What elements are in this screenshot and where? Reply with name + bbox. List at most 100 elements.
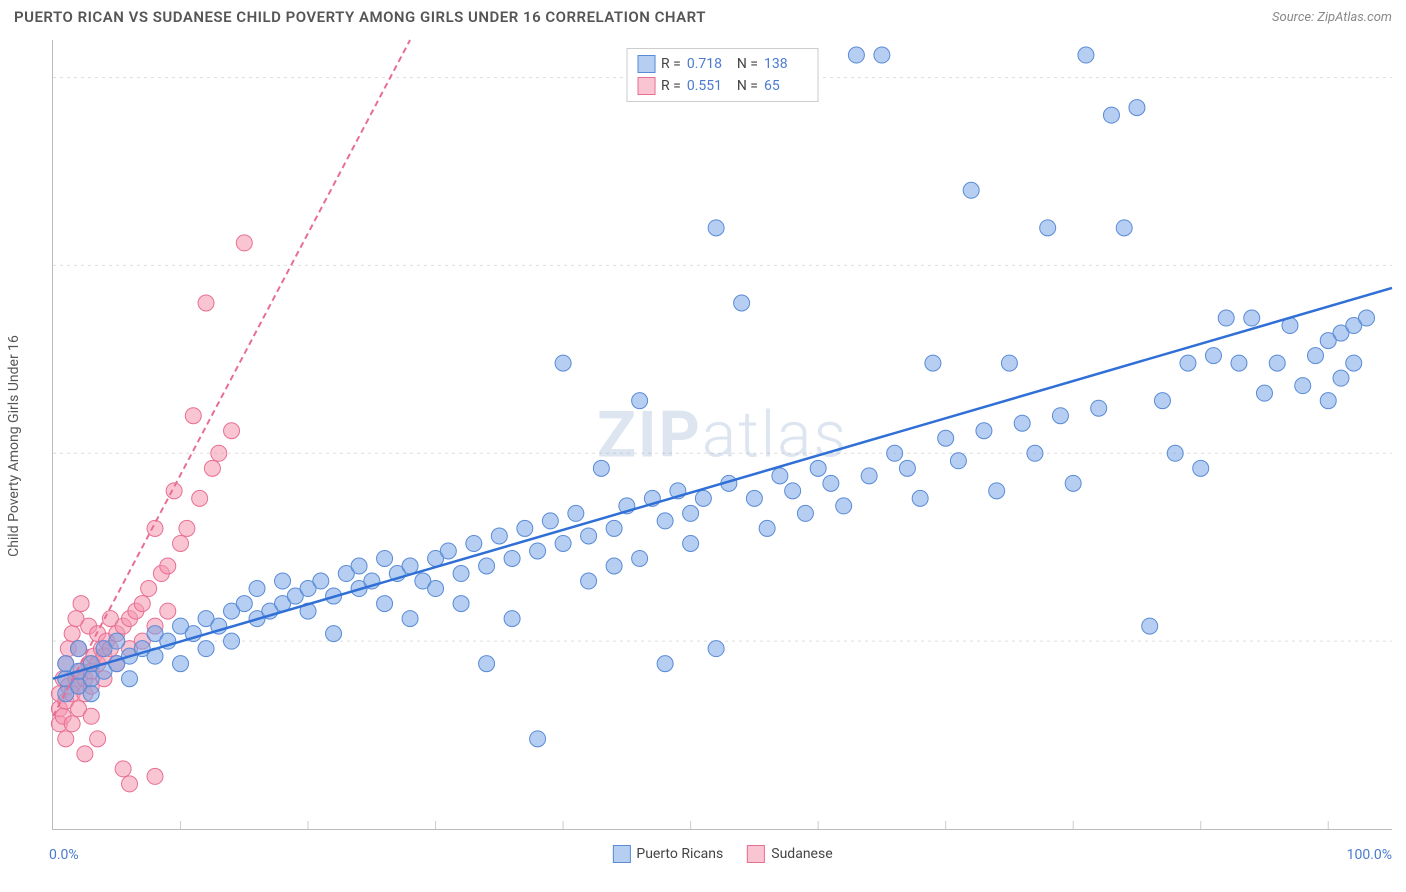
- scatter-point-blue: [1091, 400, 1107, 416]
- stat-n-pink: 65: [764, 78, 808, 94]
- scatter-point-blue: [899, 460, 915, 476]
- scatter-point-blue: [759, 520, 775, 536]
- scatter-point-blue: [109, 633, 125, 649]
- scatter-point-blue: [377, 596, 393, 612]
- scatter-point-blue: [236, 596, 252, 612]
- scatter-point-pink: [160, 603, 176, 619]
- swatch-blue: [637, 55, 655, 73]
- scatter-point-blue: [1103, 107, 1119, 123]
- legend-item-pink: Sudanese: [747, 845, 832, 863]
- scatter-point-blue: [785, 483, 801, 499]
- scatter-point-blue: [440, 543, 456, 559]
- legend-bottom: Puerto Ricans Sudanese: [612, 845, 832, 863]
- scatter-point-blue: [887, 445, 903, 461]
- x-tick-max: 100.0%: [1347, 847, 1392, 863]
- scatter-point-pink: [77, 746, 93, 762]
- scatter-point-blue: [517, 520, 533, 536]
- scatter-point-blue: [313, 573, 329, 589]
- scatter-point-pink: [192, 490, 208, 506]
- scatter-point-blue: [504, 611, 520, 627]
- legend-label-blue: Puerto Ricans: [636, 846, 723, 862]
- swatch-blue: [612, 845, 630, 863]
- scatter-point-blue: [1295, 378, 1311, 394]
- stat-r-blue: 0.718: [687, 56, 731, 72]
- scatter-point-blue: [683, 535, 699, 551]
- scatter-point-blue: [275, 573, 291, 589]
- swatch-pink: [747, 845, 765, 863]
- scatter-point-blue: [1065, 475, 1081, 491]
- scatter-point-blue: [351, 558, 367, 574]
- scatter-point-blue: [1346, 355, 1362, 371]
- scatter-point-blue: [861, 468, 877, 484]
- scatter-point-blue: [1256, 385, 1272, 401]
- scatter-point-blue: [746, 490, 762, 506]
- scatter-point-blue: [823, 475, 839, 491]
- chart-header: PUERTO RICAN VS SUDANESE CHILD POVERTY A…: [0, 0, 1406, 30]
- scatter-point-pink: [204, 460, 220, 476]
- scatter-point-blue: [734, 295, 750, 311]
- scatter-point-pink: [185, 408, 201, 424]
- scatter-point-blue: [1244, 310, 1260, 326]
- scatter-point-blue: [326, 626, 342, 642]
- scatter-point-blue: [555, 535, 571, 551]
- scatter-point-blue: [593, 460, 609, 476]
- scatter-point-blue: [1231, 355, 1247, 371]
- scatter-point-pink: [147, 768, 163, 784]
- scatter-point-blue: [695, 490, 711, 506]
- scatter-point-pink: [224, 423, 240, 439]
- scatter-point-pink: [73, 596, 89, 612]
- scatter-point-blue: [555, 355, 571, 371]
- scatter-point-blue: [632, 550, 648, 566]
- scatter-point-pink: [64, 716, 80, 732]
- scatter-point-blue: [453, 566, 469, 582]
- y-tick-label: 50.0%: [1397, 445, 1406, 461]
- scatter-point-blue: [1205, 348, 1221, 364]
- scatter-point-blue: [836, 498, 852, 514]
- scatter-point-blue: [581, 528, 597, 544]
- scatter-point-blue: [1307, 348, 1323, 364]
- scatter-point-blue: [797, 505, 813, 521]
- scatter-point-blue: [874, 47, 890, 63]
- scatter-point-blue: [1040, 220, 1056, 236]
- scatter-point-blue: [1154, 393, 1170, 409]
- scatter-point-pink: [83, 708, 99, 724]
- scatter-point-blue: [466, 535, 482, 551]
- scatter-point-blue: [402, 611, 418, 627]
- scatter-point-blue: [1218, 310, 1234, 326]
- scatter-point-blue: [810, 460, 826, 476]
- scatter-point-pink: [134, 596, 150, 612]
- scatter-point-pink: [236, 235, 252, 251]
- regression-line-blue: [53, 288, 1392, 679]
- scatter-point-blue: [377, 550, 393, 566]
- scatter-point-pink: [160, 558, 176, 574]
- scatter-point-blue: [1027, 445, 1043, 461]
- scatter-point-blue: [1142, 618, 1158, 634]
- scatter-point-blue: [1180, 355, 1196, 371]
- scatter-point-blue: [963, 182, 979, 198]
- scatter-point-blue: [504, 550, 520, 566]
- y-tick-label: 75.0%: [1397, 257, 1406, 273]
- scatter-point-blue: [708, 641, 724, 657]
- scatter-point-blue: [1129, 100, 1145, 116]
- stat-r-pink: 0.551: [687, 78, 731, 94]
- scatter-point-blue: [1014, 415, 1030, 431]
- scatter-point-pink: [122, 776, 138, 792]
- scatter-layer: [53, 40, 1392, 829]
- scatter-point-blue: [491, 528, 507, 544]
- legend-label-pink: Sudanese: [771, 846, 832, 862]
- scatter-point-pink: [173, 535, 189, 551]
- y-tick-label: 100.0%: [1397, 70, 1406, 86]
- scatter-point-blue: [479, 558, 495, 574]
- scatter-point-blue: [1078, 47, 1094, 63]
- scatter-point-blue: [530, 543, 546, 559]
- scatter-point-blue: [657, 656, 673, 672]
- stat-n-blue: 138: [764, 56, 808, 72]
- y-tick-label: 25.0%: [1397, 633, 1406, 649]
- scatter-point-blue: [1269, 355, 1285, 371]
- scatter-point-blue: [428, 581, 444, 597]
- scatter-point-blue: [1333, 370, 1349, 386]
- legend-stats-row-blue: R = 0.718 N = 138: [637, 53, 808, 75]
- scatter-point-pink: [141, 581, 157, 597]
- scatter-point-blue: [479, 656, 495, 672]
- scatter-point-blue: [606, 558, 622, 574]
